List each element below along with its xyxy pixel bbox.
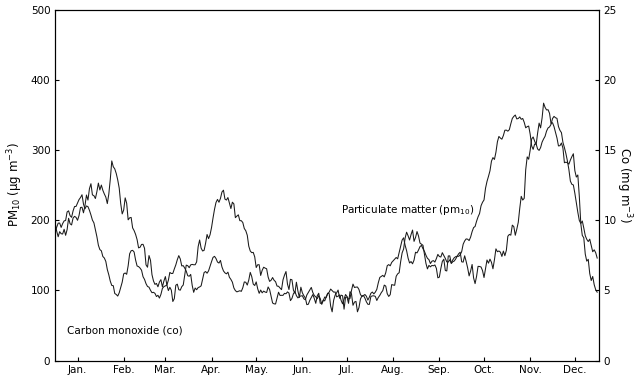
- Y-axis label: PM$_{10}$ (μg m$^{-3}$): PM$_{10}$ (μg m$^{-3}$): [6, 142, 25, 227]
- Text: Particulate matter (pm$_{10}$): Particulate matter (pm$_{10}$): [341, 203, 474, 217]
- Text: Carbon monoxide (co): Carbon monoxide (co): [67, 326, 183, 336]
- Y-axis label: Co (mg m$^{-3}$): Co (mg m$^{-3}$): [614, 147, 633, 223]
